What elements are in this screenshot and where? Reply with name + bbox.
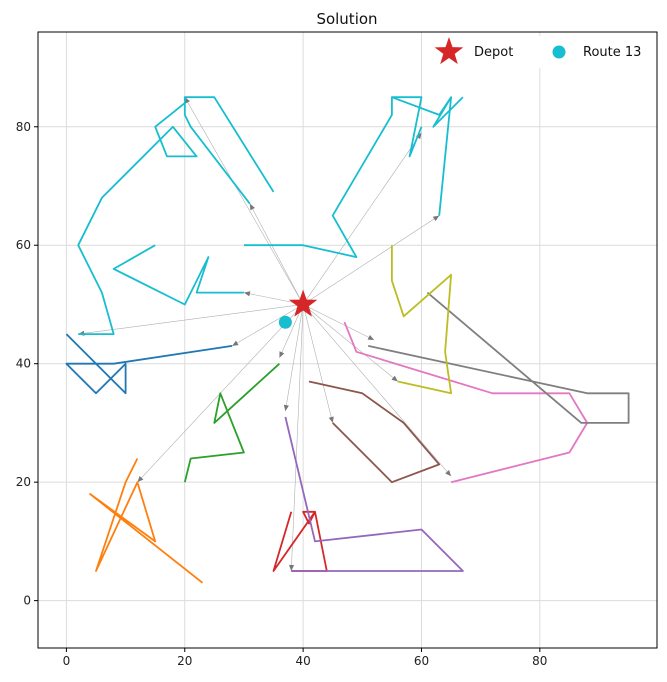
y-tick-label: 60 <box>16 238 31 252</box>
route-line-15 <box>432 96 464 128</box>
x-tick-label: 20 <box>177 654 192 668</box>
y-tick-label: 80 <box>16 120 31 134</box>
depot-link-line <box>231 304 304 347</box>
route-line-3 <box>183 363 281 483</box>
legend: Depot Route 13 <box>425 36 653 68</box>
depot-link-line <box>302 304 333 423</box>
depot-star-icon <box>288 289 318 317</box>
route13-point <box>278 315 292 329</box>
y-tick-label: 0 <box>23 594 31 608</box>
depot-link-arrow <box>432 215 440 222</box>
route-line-13 <box>243 96 423 259</box>
x-tick-label: 40 <box>295 654 310 668</box>
depot-link-line <box>184 97 304 305</box>
legend-depot-label: Depot <box>474 45 513 60</box>
route-line-10 <box>112 244 244 306</box>
legend-depot-star-icon <box>434 37 464 65</box>
depot-link-line <box>302 132 422 305</box>
depot-link-arrow <box>243 291 251 297</box>
depot-link-line <box>302 304 452 477</box>
depot-link-arrow <box>367 334 375 340</box>
depot-link-arrow <box>445 469 452 477</box>
depot-link-arrow <box>283 404 289 412</box>
depot-link-line <box>302 215 440 305</box>
plot-frame <box>37 31 658 649</box>
depot-link-arrow <box>328 416 334 423</box>
depot-link-arrow <box>184 97 190 104</box>
x-tick-label: 60 <box>414 654 429 668</box>
route-line-11 <box>183 96 275 205</box>
routes <box>65 96 630 584</box>
route-line-1 <box>65 333 233 395</box>
depot-link-line <box>290 304 304 572</box>
x-tick-label: 80 <box>532 654 547 668</box>
route-line-2 <box>89 458 204 584</box>
depot-link-arrow <box>288 564 295 571</box>
legend-route13-label: Route 13 <box>583 45 641 60</box>
markers <box>278 289 318 329</box>
depot-links <box>78 97 452 572</box>
depot-link-arrow <box>279 351 285 358</box>
chart-title: Solution <box>316 10 377 28</box>
route-line-9 <box>390 245 453 395</box>
depot-link-arrow <box>391 375 398 382</box>
depot-link-arrow <box>137 475 144 483</box>
legend-frame <box>425 36 653 68</box>
depot-link-line <box>302 304 398 382</box>
depot-link-line <box>302 304 375 341</box>
depot-link-line <box>279 304 304 358</box>
route-line-5 <box>284 416 464 572</box>
grid <box>38 32 657 648</box>
y-tick-label: 20 <box>16 475 31 489</box>
depot-link-line <box>78 304 304 335</box>
depot-link-arrow <box>249 203 255 211</box>
depot-link-line <box>249 203 304 305</box>
depot-link-line <box>285 304 304 412</box>
route-line-4 <box>272 510 328 572</box>
y-tick-label: 40 <box>16 357 31 371</box>
route-line-6 <box>308 380 441 484</box>
route-line-7 <box>343 321 589 484</box>
axis-ticks: 0 20 40 60 80 0 20 40 60 80 <box>16 120 548 668</box>
route-line-12 <box>77 102 198 336</box>
depot-link-arrow <box>232 340 239 346</box>
x-tick-label: 0 <box>63 654 71 668</box>
route-line-8 <box>368 291 630 424</box>
legend-route13-circle-icon <box>552 45 566 59</box>
